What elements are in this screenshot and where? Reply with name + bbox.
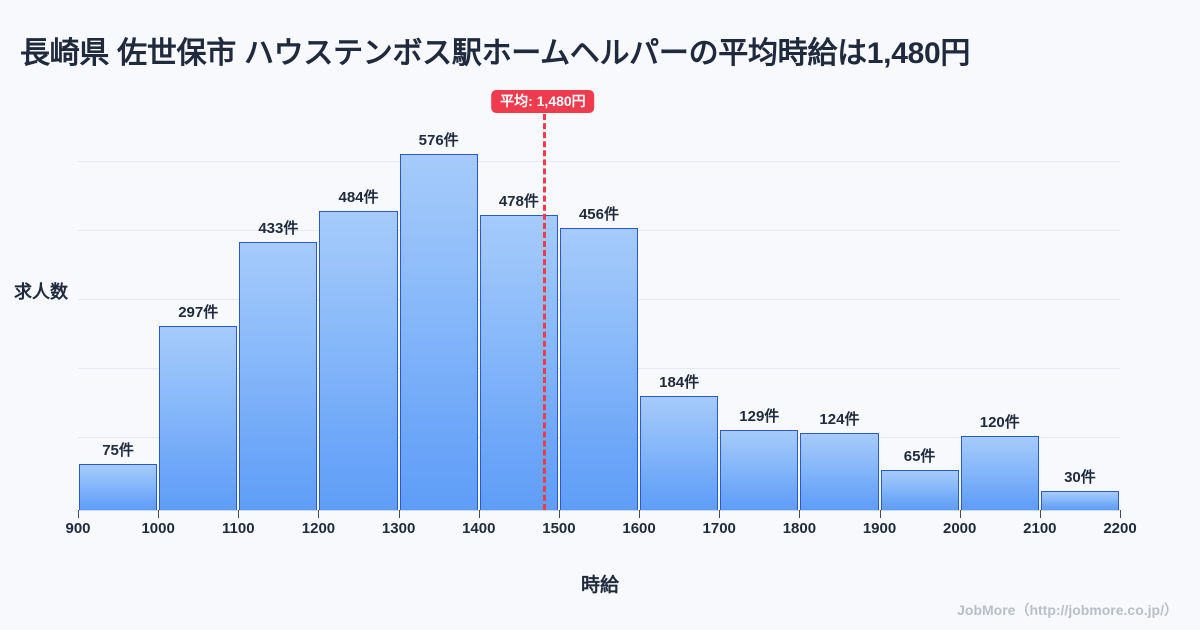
- bar[interactable]: [399, 154, 478, 510]
- bar-value-label: 120件: [979, 413, 1020, 431]
- x-tick-label: 1800: [782, 520, 817, 537]
- x-axis-title: 時給: [580, 575, 619, 596]
- bar[interactable]: [1040, 491, 1119, 510]
- x-tick: [398, 510, 400, 518]
- watermark: JobMore（http://jobmore.co.jp/）: [957, 602, 1178, 618]
- bar-slot[interactable]: 297件: [158, 96, 238, 510]
- plot-area: 75件 297件 433件 484件 576件 478件 456件 184件 129件 124件 6…: [65, 90, 1137, 537]
- bar-slot[interactable]: 30件: [1040, 96, 1120, 510]
- bar-series: 75件 297件 433件 484件 576件 478件 456件 184件 129件 124件 6…: [78, 96, 1120, 510]
- x-tick-label: 1700: [702, 520, 736, 537]
- bar-value-label: 65件: [903, 447, 936, 465]
- bar[interactable]: [880, 469, 959, 510]
- bar[interactable]: [720, 430, 799, 510]
- bar-slot[interactable]: 120件: [960, 96, 1040, 510]
- bar-value-label: 30件: [1064, 469, 1096, 487]
- average-badge: 平均: 1,480円: [491, 90, 595, 113]
- bar-slot[interactable]: 478件: [479, 96, 559, 510]
- bar[interactable]: [159, 326, 238, 510]
- y-axis-title: 求人数: [14, 282, 68, 302]
- bar-slot[interactable]: 129件: [719, 96, 799, 510]
- bar[interactable]: [960, 435, 1039, 510]
- bar-value-label: 124件: [819, 411, 860, 429]
- bar-slot[interactable]: 484件: [318, 96, 398, 510]
- x-tick: [318, 510, 320, 518]
- bar[interactable]: [79, 463, 158, 510]
- x-tick: [478, 510, 480, 518]
- gridline: [78, 161, 1120, 162]
- x-tick: [238, 510, 240, 518]
- x-tick-label: 900: [65, 520, 91, 537]
- bar[interactable]: [559, 228, 639, 510]
- bar-slot[interactable]: 124件: [799, 96, 879, 510]
- bar-slot[interactable]: 433件: [238, 96, 318, 510]
- bar-slot[interactable]: 184件: [639, 96, 719, 510]
- x-tick-label: 2000: [943, 520, 977, 537]
- bar[interactable]: [239, 242, 318, 510]
- x-tick-label: 1100: [222, 520, 255, 537]
- x-tick-label: 1500: [542, 520, 576, 537]
- x-tick-label: 1600: [622, 520, 656, 537]
- bar-value-label: 75件: [102, 441, 134, 459]
- x-tick: [959, 510, 961, 518]
- x-tick-label: 2200: [1103, 520, 1137, 537]
- x-tick: [639, 510, 641, 518]
- x-tick-label: 1900: [862, 520, 897, 537]
- x-tick-label: 2100: [1023, 520, 1057, 537]
- bar-value-label: 433件: [258, 220, 299, 238]
- x-tick-label: 1400: [462, 520, 496, 537]
- x-tick: [719, 510, 721, 518]
- x-tick: [1039, 510, 1041, 518]
- bar-value-label: 484件: [338, 188, 379, 206]
- bar-value-label: 184件: [659, 374, 700, 392]
- x-tick: [558, 510, 560, 518]
- x-tick: [879, 510, 881, 518]
- bar-value-label: 129件: [739, 408, 780, 426]
- bar[interactable]: [479, 214, 558, 510]
- bar-value-label: 456件: [578, 206, 619, 224]
- x-tick-label: 1200: [301, 520, 336, 537]
- bar[interactable]: [800, 433, 879, 510]
- bar-slot[interactable]: 65件: [880, 96, 960, 510]
- bar[interactable]: [319, 210, 398, 510]
- bar-slot[interactable]: 456件: [559, 96, 639, 510]
- average-dashed-line: [542, 114, 546, 510]
- x-tick: [78, 510, 79, 518]
- bar-slot[interactable]: 75件: [78, 96, 158, 510]
- x-tick: [158, 510, 160, 518]
- bar-value-label: 297件: [178, 304, 219, 322]
- x-tick: [1120, 510, 1121, 518]
- bar-value-label: 576件: [418, 132, 459, 150]
- x-tick-label: 1300: [381, 520, 416, 537]
- bar[interactable]: [640, 396, 719, 510]
- x-tick-label: 1000: [141, 520, 175, 537]
- bar-value-label: 478件: [498, 192, 539, 210]
- x-tick: [799, 510, 801, 518]
- bar-slot[interactable]: 576件: [399, 96, 479, 510]
- page-title: 長崎県 佐世保市 ハウステンボス駅ホームヘルパーの平均時給は1,480円: [20, 37, 971, 70]
- x-axis-line: [78, 510, 1120, 511]
